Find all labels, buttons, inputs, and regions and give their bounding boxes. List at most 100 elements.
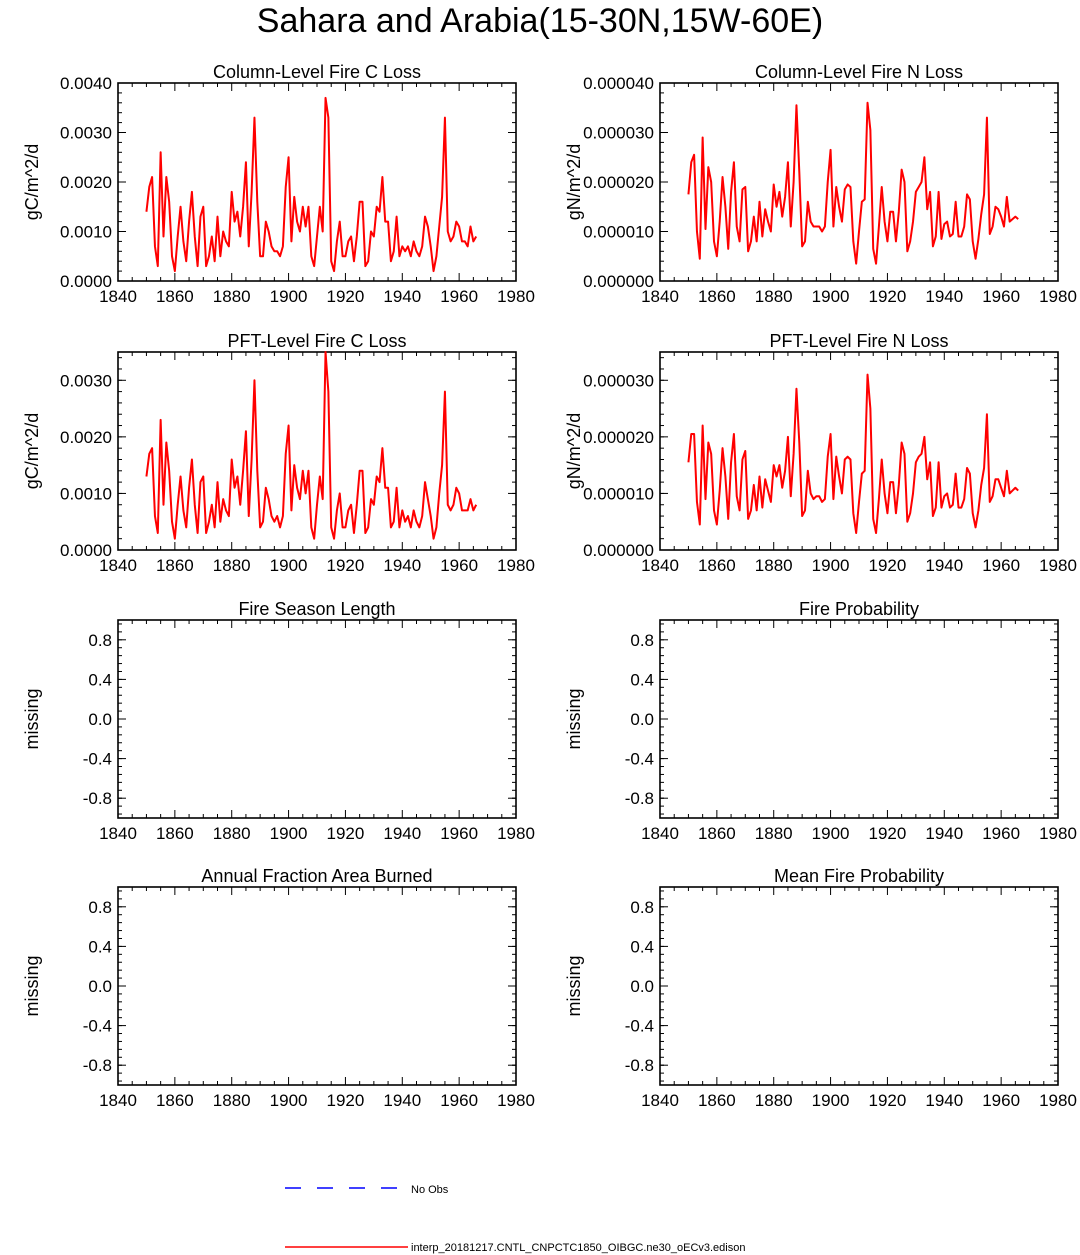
panel-title: PFT-Level Fire N Loss — [769, 331, 948, 351]
y-tick-label: -0.8 — [625, 1056, 654, 1075]
x-tick-label: 1880 — [755, 824, 793, 843]
y-tick-label: 0.000010 — [583, 223, 654, 242]
x-tick-label: 1860 — [156, 287, 194, 306]
y-tick-label: 0.0 — [88, 710, 112, 729]
x-tick-label: 1920 — [327, 556, 365, 575]
panel-title: Column-Level Fire N Loss — [755, 62, 963, 82]
y-tick-label: 0.8 — [630, 898, 654, 917]
x-tick-label: 1900 — [270, 556, 308, 575]
y-axis-label: missing — [22, 955, 42, 1016]
x-tick-label: 1960 — [982, 287, 1020, 306]
x-tick-label: 1860 — [156, 824, 194, 843]
plot-frame — [117, 886, 517, 1086]
x-tick-label: 1860 — [698, 287, 736, 306]
y-tick-label: 0.0040 — [60, 74, 112, 93]
x-tick-label: 1840 — [641, 287, 679, 306]
x-tick-label: 1840 — [99, 1091, 137, 1110]
x-tick-label: 1900 — [812, 556, 850, 575]
y-axis-label: gN/m^2/d — [564, 144, 584, 220]
y-tick-label: 0.8 — [88, 631, 112, 650]
panel-title: PFT-Level Fire C Loss — [227, 331, 406, 351]
y-tick-label: 0.0000 — [60, 272, 112, 291]
y-tick-label: 0.000020 — [583, 428, 654, 447]
y-tick-label: 0.0030 — [60, 124, 112, 143]
plot-frame — [659, 886, 1059, 1086]
x-tick-label: 1940 — [383, 1091, 421, 1110]
x-tick-label: 1960 — [440, 556, 478, 575]
chart-panel-5: Fire Season Length missing 1840 1860 1880 190… — [22, 599, 535, 843]
y-tick-label: 0.0030 — [60, 371, 112, 390]
x-tick-label: 1860 — [156, 1091, 194, 1110]
chart-panel-6: Fire Probability missing 1840 1860 1880 1900 1… — [564, 599, 1077, 843]
x-tick-label: 1840 — [641, 824, 679, 843]
y-tick-label: 0.4 — [630, 670, 654, 689]
x-tick-label: 1860 — [698, 824, 736, 843]
panel-title: Mean Fire Probability — [774, 866, 944, 886]
x-tick-label: 1880 — [755, 556, 793, 575]
y-axis-label: missing — [564, 688, 584, 749]
panel-title: Fire Season Length — [238, 599, 395, 619]
series-line-1 — [687, 101, 1019, 265]
y-tick-label: 0.4 — [88, 670, 112, 689]
x-tick-label: 1840 — [641, 1091, 679, 1110]
x-tick-label: 1960 — [440, 824, 478, 843]
x-tick-label: 1840 — [99, 556, 137, 575]
y-tick-label: 0.000000 — [583, 272, 654, 291]
legend-obs-label: No Obs — [411, 1184, 449, 1196]
x-tick-label: 1860 — [698, 1091, 736, 1110]
x-tick-label: 1920 — [327, 824, 365, 843]
x-tick-label: 1940 — [925, 556, 963, 575]
chart-panel-4: PFT-Level Fire N Loss gN/m^2/d 1840 1860 188… — [564, 331, 1077, 575]
x-tick-label: 1900 — [270, 824, 308, 843]
y-tick-label: 0.0 — [630, 710, 654, 729]
x-tick-label: 1980 — [497, 556, 535, 575]
x-tick-label: 1920 — [869, 1091, 907, 1110]
chart-panel-8: Mean Fire Probability missing 1840 1860 1880… — [564, 866, 1077, 1110]
panel-title: Column-Level Fire C Loss — [213, 62, 421, 82]
x-tick-label: 1940 — [383, 287, 421, 306]
x-tick-label: 1840 — [99, 287, 137, 306]
panel-title: Fire Probability — [799, 599, 919, 619]
chart-panel-3: PFT-Level Fire C Loss gC/m^2/d 1840 1860 188… — [22, 331, 535, 575]
series-line-1 — [145, 351, 478, 540]
figure-title: Sahara and Arabia(15-30N,15W-60E) — [256, 2, 824, 40]
chart-panel-7: Annual Fraction Area Burned missing 1840 18… — [22, 866, 535, 1110]
x-tick-label: 1960 — [982, 1091, 1020, 1110]
y-tick-label: 0.8 — [88, 898, 112, 917]
legend-model-label: interp_20181217.CNTL_CNPCTC1850_OIBGC.ne… — [411, 1242, 745, 1254]
y-tick-label: -0.4 — [83, 750, 112, 769]
y-tick-label: 0.0000 — [60, 541, 112, 560]
y-tick-label: 0.000040 — [583, 74, 654, 93]
y-tick-label: -0.4 — [83, 1017, 112, 1036]
y-tick-label: 0.000000 — [583, 541, 654, 560]
plot-frame — [659, 619, 1059, 819]
series-line-1 — [145, 96, 478, 273]
x-tick-label: 1900 — [270, 1091, 308, 1110]
y-tick-label: 0.0 — [88, 977, 112, 996]
x-tick-label: 1920 — [869, 824, 907, 843]
chart-panel-1: Column-Level Fire C Loss gC/m^2/d 1840 1860… — [22, 62, 535, 306]
x-tick-label: 1880 — [213, 556, 251, 575]
y-tick-label: -0.8 — [625, 789, 654, 808]
x-tick-label: 1960 — [440, 1091, 478, 1110]
y-axis-label: missing — [564, 955, 584, 1016]
x-tick-label: 1920 — [869, 287, 907, 306]
x-tick-label: 1920 — [327, 287, 365, 306]
y-tick-label: 0.000020 — [583, 173, 654, 192]
y-tick-label: 0.0 — [630, 977, 654, 996]
x-tick-label: 1980 — [497, 1091, 535, 1110]
x-tick-label: 1880 — [213, 1091, 251, 1110]
x-tick-label: 1980 — [1039, 556, 1077, 575]
y-tick-label: 0.0020 — [60, 173, 112, 192]
plot-frame — [117, 82, 517, 282]
y-tick-label: -0.8 — [83, 789, 112, 808]
y-tick-label: -0.4 — [625, 750, 654, 769]
x-tick-label: 1920 — [327, 1091, 365, 1110]
x-tick-label: 1980 — [497, 824, 535, 843]
y-tick-label: 0.4 — [88, 937, 112, 956]
y-tick-label: 0.8 — [630, 631, 654, 650]
y-tick-label: 0.000030 — [583, 371, 654, 390]
x-tick-label: 1940 — [925, 1091, 963, 1110]
plot-frame — [117, 351, 517, 551]
